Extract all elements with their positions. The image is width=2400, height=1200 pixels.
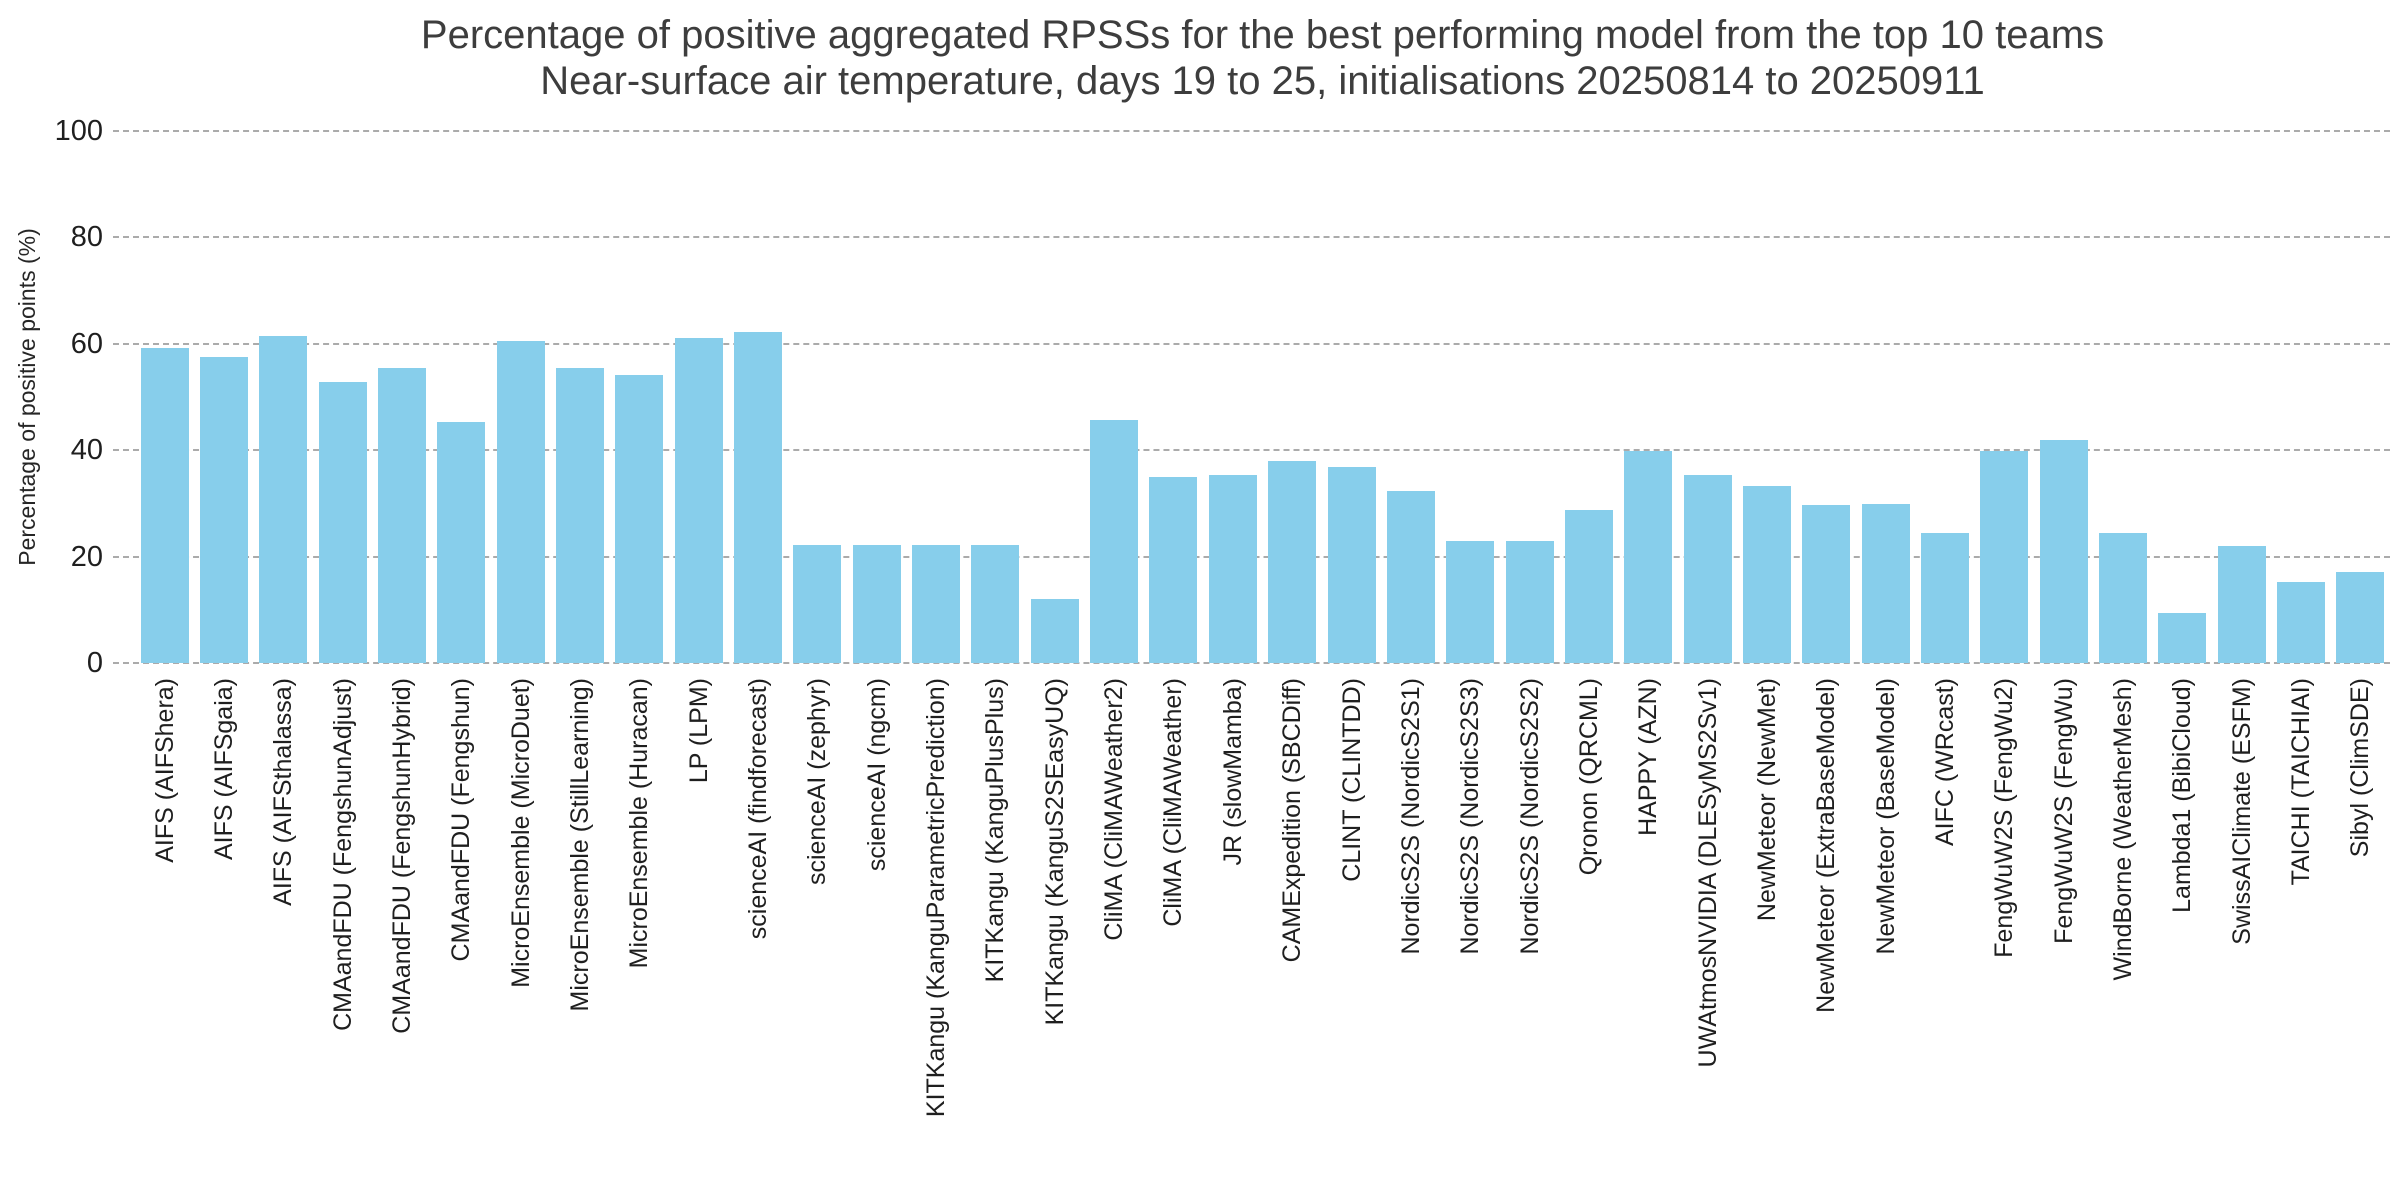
- x-tick-label: KITKangu (KanguParametricPrediction): [922, 678, 951, 1118]
- x-tick-label: SwissAIClimate (ESFM): [2227, 678, 2256, 945]
- bar: [793, 545, 842, 663]
- y-axis-label: Percentage of positive points (%): [14, 228, 40, 566]
- x-tick-label: scienceAI (zephyr): [803, 678, 832, 886]
- bar: [496, 340, 545, 663]
- bar: [1683, 475, 1732, 663]
- y-tick-label: 20: [70, 540, 103, 573]
- bar: [615, 375, 664, 663]
- gridline-y-100: [113, 130, 2390, 132]
- bar: [674, 337, 723, 663]
- bar: [437, 422, 486, 663]
- x-tick-label: Qronon (QRCML): [1574, 678, 1603, 876]
- bar: [556, 367, 605, 663]
- bar: [1208, 475, 1257, 663]
- gridline-y-80: [113, 236, 2390, 239]
- x-tick-label: TAICHI (TAICHIAI): [2286, 678, 2315, 886]
- bar: [852, 545, 901, 663]
- x-tick-label: MicroEnsemble (StillLearning): [566, 678, 595, 1012]
- bar: [2158, 612, 2207, 663]
- x-tick-label: CliMA (CliMAWeather): [1159, 678, 1188, 927]
- x-tick-label: NordicS2S (NordicS2S1): [1396, 678, 1425, 955]
- bar: [1090, 419, 1139, 663]
- x-tick-label: AIFC (WRcast): [1930, 678, 1959, 847]
- x-tick-label: JR (slowMamba): [1218, 678, 1247, 866]
- x-tick-label: UWAtmosNVIDIA (DLESyMS2Sv1): [1693, 678, 1722, 1068]
- y-tick-label: 100: [54, 115, 103, 147]
- gridline-y-60: [113, 342, 2390, 345]
- x-tick-label: CAMExpedition (SBCDiff): [1278, 678, 1307, 963]
- x-tick-label: AIFS (AIFSthalassa): [269, 678, 298, 906]
- x-tick-label: CMAandFDU (Fengshun): [447, 678, 476, 962]
- y-tick-label: 80: [70, 221, 103, 254]
- x-tick-label: AIFS (AIFShera): [150, 678, 179, 863]
- bar: [971, 545, 1020, 663]
- bar: [1030, 598, 1079, 663]
- bar: [318, 381, 367, 663]
- bar: [2276, 581, 2325, 663]
- bar: [2098, 533, 2147, 663]
- x-tick-label: CMAandFDU (FengshunAdjust): [328, 678, 357, 1031]
- y-tick-label: 60: [70, 327, 103, 360]
- x-tick-label: NordicS2S (NordicS2S3): [1456, 678, 1485, 955]
- x-tick-label: scienceAI (ngcm): [862, 678, 891, 872]
- x-tick-label: WindBorne (WeatherMesh): [2108, 678, 2137, 981]
- x-tick-label: HAPPY (AZN): [1634, 678, 1663, 836]
- x-tick-label: FengWuW2S (FengWu): [2049, 678, 2078, 944]
- x-tick-label: NewMeteor (NewMet): [1752, 678, 1781, 922]
- x-tick-label: CliMA (CliMAWeather2): [1100, 678, 1129, 941]
- bar: [912, 545, 961, 663]
- bar: [1505, 540, 1554, 663]
- x-tick-label: Lambda1 (BibiCloud): [2168, 678, 2197, 913]
- bar: [2336, 572, 2385, 663]
- bar: [2039, 439, 2088, 663]
- bar: [1920, 533, 1969, 663]
- bar: [378, 367, 427, 663]
- bar: [1446, 540, 1495, 663]
- x-tick-label: NewMeteor (ExtraBaseModel): [1812, 678, 1841, 1013]
- x-tick-label: scienceAI (findforecast): [744, 678, 773, 940]
- bar: [1149, 477, 1198, 663]
- bar: [1564, 509, 1613, 663]
- x-tick-label: LP (LPM): [684, 678, 713, 784]
- x-tick-label: KITKangu (KanguS2SEasyUQ): [1040, 678, 1069, 1026]
- gridline-y-40: [113, 449, 2390, 452]
- x-tick-label: Sibyl (ClimSDE): [2346, 678, 2375, 858]
- x-tick-label: NordicS2S (NordicS2S2): [1515, 678, 1544, 955]
- x-tick-label: CMAandFDU (FengshunHybrid): [388, 678, 417, 1034]
- x-tick-label: AIFS (AIFSgaia): [210, 678, 238, 860]
- bar: [2217, 545, 2266, 663]
- bar: [1861, 503, 1910, 663]
- bar: [1386, 491, 1435, 663]
- y-tick-label: 40: [70, 434, 103, 467]
- gridline-y-0: [113, 662, 2390, 664]
- x-tick-label: MicroEnsemble (Huracan): [625, 678, 654, 969]
- bar: [259, 335, 308, 663]
- bar: [200, 357, 248, 663]
- x-tick-label: NewMeteor (BaseModel): [1871, 678, 1900, 955]
- bar: [1624, 450, 1673, 663]
- bar: [734, 332, 783, 663]
- bar: [1268, 460, 1317, 663]
- bar: [1327, 467, 1376, 663]
- x-tick-label: FengWuW2S (FengWu2): [1990, 678, 2019, 958]
- chart-subtitle: Near-surface air temperature, days 19 to…: [540, 59, 1985, 103]
- bar: [1802, 504, 1851, 663]
- chart-title: Percentage of positive aggregated RPSSs …: [420, 13, 2105, 57]
- bar: [1742, 485, 1791, 663]
- x-tick-label: CLINT (CLINTDD): [1337, 678, 1366, 882]
- bar: [1980, 450, 2029, 663]
- y-tick-label: 0: [86, 647, 103, 679]
- x-tick-label: MicroEnsemble (MicroDuet): [506, 678, 535, 988]
- bar: [140, 348, 189, 663]
- x-tick-label: KITKangu (KanguPlusPlus): [981, 678, 1010, 983]
